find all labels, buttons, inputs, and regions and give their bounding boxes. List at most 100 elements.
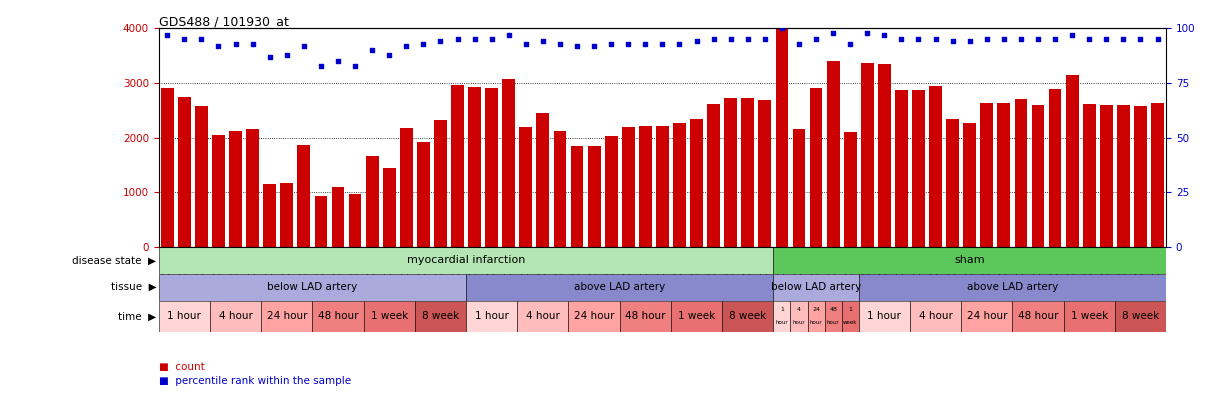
Point: [380, 51, 399, 58]
Point: [908, 36, 928, 43]
Point: [772, 25, 791, 32]
Point: [499, 32, 519, 38]
Bar: [230, 130, 242, 247]
Point: [534, 38, 553, 45]
Bar: [502, 79, 515, 247]
FancyBboxPatch shape: [159, 247, 773, 274]
Point: [1011, 36, 1031, 43]
Text: 24 hour: 24 hour: [967, 311, 1007, 321]
Point: [226, 40, 245, 47]
Bar: [1100, 105, 1112, 247]
Bar: [673, 123, 686, 247]
Text: 48 hour: 48 hour: [1018, 311, 1059, 321]
FancyBboxPatch shape: [858, 274, 1166, 301]
Point: [1045, 36, 1065, 43]
FancyBboxPatch shape: [415, 301, 466, 332]
Text: 1 week: 1 week: [678, 311, 716, 321]
Text: 8 week: 8 week: [729, 311, 767, 321]
Bar: [400, 128, 413, 247]
FancyBboxPatch shape: [261, 301, 313, 332]
Bar: [212, 135, 225, 247]
Bar: [178, 97, 190, 247]
Text: 24 hour: 24 hour: [574, 311, 614, 321]
FancyBboxPatch shape: [841, 301, 858, 332]
Point: [311, 62, 331, 69]
Point: [874, 32, 894, 38]
Point: [585, 43, 604, 49]
Bar: [485, 88, 498, 247]
Point: [602, 40, 621, 47]
Text: 4 hour: 4 hour: [219, 311, 253, 321]
Bar: [707, 104, 720, 247]
Point: [891, 36, 911, 43]
Text: 8 week: 8 week: [1122, 311, 1159, 321]
Text: 1 hour: 1 hour: [867, 311, 901, 321]
Bar: [656, 126, 669, 247]
Point: [346, 62, 365, 69]
Bar: [604, 136, 618, 247]
Bar: [844, 132, 857, 247]
Point: [960, 38, 979, 45]
Bar: [315, 196, 327, 247]
Text: 24 hour: 24 hour: [266, 311, 306, 321]
Text: 48 hour: 48 hour: [317, 311, 358, 321]
FancyBboxPatch shape: [210, 301, 261, 332]
Bar: [298, 145, 310, 247]
Point: [636, 40, 656, 47]
Point: [192, 36, 211, 43]
FancyBboxPatch shape: [670, 301, 722, 332]
Point: [260, 53, 280, 60]
Point: [397, 43, 416, 49]
Bar: [758, 100, 772, 247]
Text: below LAD artery: below LAD artery: [267, 282, 358, 292]
Bar: [1134, 106, 1147, 247]
Point: [857, 30, 877, 36]
Bar: [1117, 105, 1129, 247]
FancyBboxPatch shape: [910, 301, 961, 332]
FancyBboxPatch shape: [569, 301, 620, 332]
Bar: [827, 61, 840, 247]
Bar: [775, 30, 789, 247]
Point: [1062, 32, 1082, 38]
Bar: [366, 156, 379, 247]
FancyBboxPatch shape: [824, 301, 841, 332]
FancyBboxPatch shape: [364, 301, 415, 332]
Bar: [553, 130, 567, 247]
Bar: [1151, 103, 1164, 247]
Bar: [792, 130, 806, 247]
Point: [806, 36, 825, 43]
FancyBboxPatch shape: [620, 301, 670, 332]
Text: 24: 24: [812, 307, 821, 312]
Bar: [810, 88, 823, 247]
Bar: [998, 103, 1010, 247]
Bar: [264, 183, 276, 247]
Text: hour: hour: [775, 320, 789, 325]
Bar: [536, 113, 549, 247]
Point: [465, 36, 485, 43]
Point: [328, 58, 348, 64]
Point: [294, 43, 314, 49]
Bar: [639, 126, 652, 247]
FancyBboxPatch shape: [1012, 301, 1063, 332]
Bar: [621, 127, 635, 247]
Point: [448, 36, 468, 43]
Bar: [929, 86, 941, 247]
Point: [1131, 36, 1150, 43]
Bar: [895, 90, 908, 247]
Point: [720, 36, 740, 43]
Point: [737, 36, 757, 43]
Text: hour: hour: [792, 320, 806, 325]
Bar: [451, 85, 464, 247]
Point: [1096, 36, 1116, 43]
FancyBboxPatch shape: [773, 301, 790, 332]
Point: [1148, 36, 1167, 43]
FancyBboxPatch shape: [722, 301, 773, 332]
FancyBboxPatch shape: [313, 301, 364, 332]
Point: [175, 36, 194, 43]
Bar: [946, 119, 958, 247]
Bar: [195, 106, 208, 247]
Point: [363, 47, 382, 53]
Point: [482, 36, 502, 43]
Text: 8 week: 8 week: [421, 311, 459, 321]
Bar: [1049, 89, 1061, 247]
